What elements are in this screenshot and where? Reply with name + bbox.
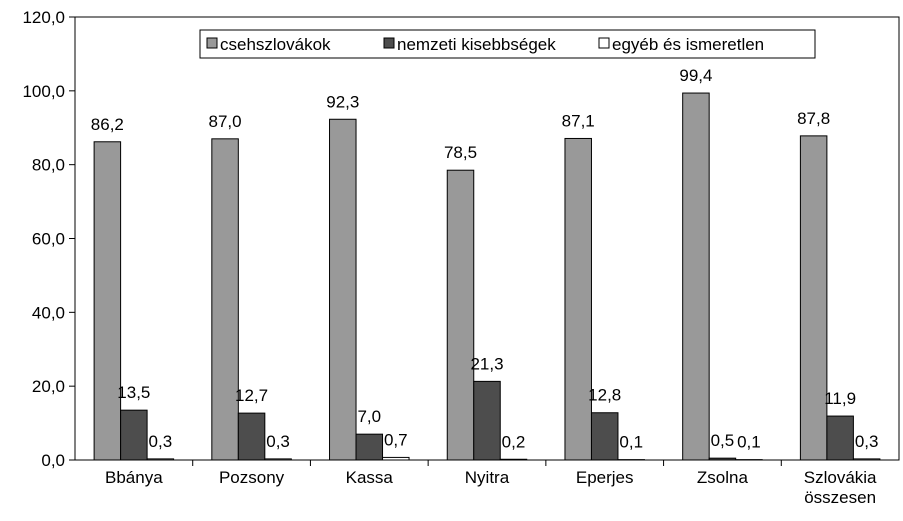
data-label: 13,5 xyxy=(117,383,150,402)
data-label: 78,5 xyxy=(444,143,477,162)
x-tick-label: Kassa xyxy=(345,468,393,487)
data-label: 99,4 xyxy=(679,66,712,85)
y-tick-label: 120,0 xyxy=(22,8,65,27)
legend-swatch xyxy=(206,37,218,49)
y-tick-label: 20,0 xyxy=(32,377,65,396)
bar xyxy=(211,138,239,461)
data-label: 12,8 xyxy=(588,386,621,405)
bar xyxy=(446,169,475,461)
x-tick-label: Szlovákia összesen xyxy=(803,468,877,507)
y-tick-label: 0,0 xyxy=(41,451,65,470)
data-label: 12,7 xyxy=(235,386,268,405)
data-label: 0,3 xyxy=(855,432,879,451)
data-label: 86,2 xyxy=(91,115,124,134)
bar xyxy=(146,458,175,461)
data-label: 87,1 xyxy=(562,111,595,130)
data-label: 0,5 xyxy=(711,431,735,450)
bar xyxy=(590,412,619,461)
x-tick-label: Eperjes xyxy=(575,468,634,487)
y-tick-label: 40,0 xyxy=(32,303,65,322)
data-label: 7,0 xyxy=(357,407,381,426)
legend-swatch xyxy=(383,37,395,49)
bar xyxy=(708,457,737,461)
y-tick-label: 100,0 xyxy=(22,82,65,101)
x-tick-label: Pozsony xyxy=(218,468,285,487)
bar xyxy=(682,92,710,461)
data-label: 0,1 xyxy=(619,433,643,452)
bar xyxy=(93,141,122,461)
legend-label: csehszlovákok xyxy=(220,35,331,54)
x-tick-label: Nyitra xyxy=(464,468,510,487)
bar xyxy=(120,409,148,461)
bar xyxy=(826,415,854,461)
legend-swatch xyxy=(598,37,610,49)
data-label: 87,8 xyxy=(797,109,830,128)
legend-label: egyéb és ismeretlen xyxy=(612,35,764,54)
data-label: 0,3 xyxy=(266,432,290,451)
legend-box xyxy=(199,29,816,59)
bar xyxy=(499,458,528,461)
data-label: 21,3 xyxy=(470,354,503,373)
data-label: 0,7 xyxy=(384,430,408,449)
bar xyxy=(382,456,410,461)
bar xyxy=(852,458,881,461)
y-tick-label: 80,0 xyxy=(32,156,65,175)
data-label: 0,1 xyxy=(737,433,761,452)
data-label: 11,9 xyxy=(824,389,856,408)
bar xyxy=(355,433,384,461)
bar xyxy=(799,135,828,461)
data-label: 0,2 xyxy=(502,432,526,451)
data-label: 0,3 xyxy=(149,432,173,451)
y-tick-label: 60,0 xyxy=(32,230,65,249)
data-label: 92,3 xyxy=(326,92,359,111)
data-label: 87,0 xyxy=(209,112,242,131)
legend-label: nemzeti kisebbségek xyxy=(397,35,556,54)
x-tick-label: Zsolna xyxy=(696,468,748,487)
x-tick-label: Bbánya xyxy=(105,468,163,487)
bar xyxy=(329,118,357,461)
bar xyxy=(264,458,292,461)
bar xyxy=(237,412,266,461)
bar xyxy=(473,380,501,461)
bar xyxy=(564,137,592,461)
